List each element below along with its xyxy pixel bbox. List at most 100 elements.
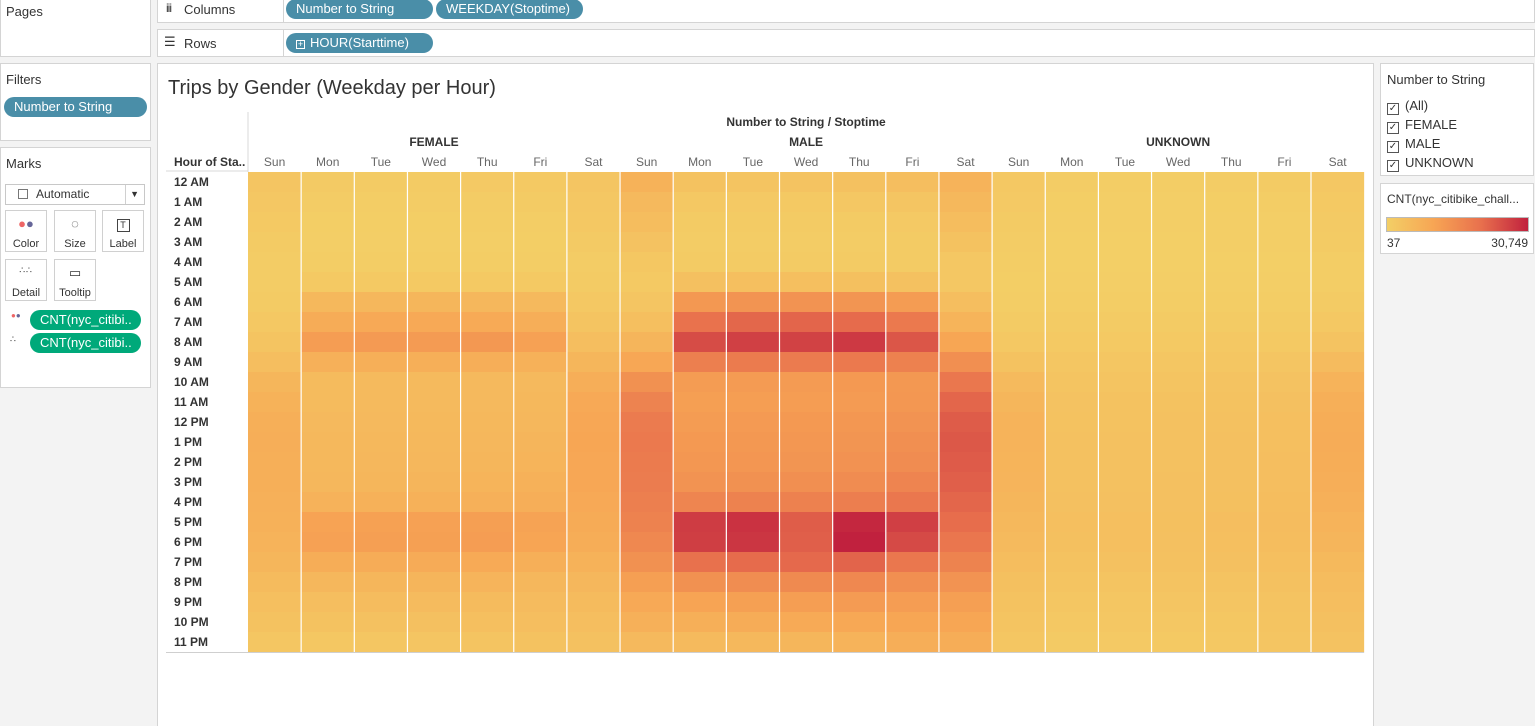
heatmap-cell bbox=[620, 632, 674, 652]
heatmap-cell bbox=[779, 572, 833, 592]
heatmap-cell bbox=[513, 172, 567, 192]
heatmap-cell bbox=[301, 452, 355, 472]
size-button[interactable]: ◌ Size bbox=[54, 210, 96, 252]
checkbox-icon[interactable]: ✓ bbox=[1387, 103, 1399, 115]
heatmap-cell bbox=[1045, 472, 1099, 492]
heatmap-cell bbox=[1098, 572, 1152, 592]
day-header-male-fri: Fri bbox=[905, 155, 919, 169]
heatmap-cell bbox=[248, 192, 302, 212]
heatmap-cell bbox=[513, 532, 567, 552]
heatmap-cell bbox=[938, 372, 993, 392]
heatmap-cell bbox=[1311, 472, 1365, 492]
columns-pill-number-to-string[interactable]: Number to String bbox=[286, 0, 433, 19]
heatmap-cell bbox=[726, 172, 780, 192]
heatmap-cell bbox=[460, 432, 514, 452]
columns-shelf[interactable]: iii Columns Number to String WEEKDAY(Sto… bbox=[157, 0, 1535, 23]
heatmap-cell bbox=[1311, 592, 1365, 612]
heatmap-cell bbox=[354, 492, 408, 512]
heatmap-cell bbox=[301, 292, 355, 312]
heatmap-cell bbox=[248, 172, 302, 192]
heatmap-cell bbox=[832, 492, 886, 512]
heatmap-cell bbox=[301, 332, 355, 352]
label-button[interactable]: T Label bbox=[102, 210, 144, 252]
heatmap-cell bbox=[673, 172, 727, 192]
filter-pill-number-to-string[interactable]: Number to String bbox=[4, 97, 147, 117]
heatmap-cell bbox=[992, 432, 1046, 452]
legend-filter-panel[interactable]: Number to String ✓ (All) ✓ FEMALE ✓ MALE ✓ U… bbox=[1380, 63, 1534, 176]
day-header-male-mon: Mon bbox=[688, 155, 711, 169]
heatmap-cell bbox=[248, 592, 302, 612]
heatmap-cell bbox=[407, 632, 461, 652]
row-header-title: Hour of Sta.. bbox=[174, 155, 245, 169]
rows-pill-hour-starttime[interactable]: + HOUR(Starttime) bbox=[286, 33, 433, 53]
checkbox-all[interactable]: ✓ (All) bbox=[1387, 97, 1428, 115]
heatmap-cell bbox=[779, 532, 833, 552]
heatmap-cell bbox=[301, 312, 355, 332]
heatmap-cell bbox=[1204, 312, 1258, 332]
color-legend-panel[interactable]: CNT(nyc_citibike_chall... 37 30,749 bbox=[1380, 183, 1534, 254]
heatmap-cell bbox=[1045, 552, 1099, 572]
marks-field-color[interactable]: CNT(nyc_citibi.. bbox=[30, 310, 141, 330]
heatmap-cell bbox=[1045, 332, 1099, 352]
heatmap-cell bbox=[992, 192, 1046, 212]
heatmap-cell bbox=[726, 292, 780, 312]
heatmap-cell bbox=[566, 412, 621, 432]
heatmap-cell bbox=[832, 472, 886, 492]
heatmap-cell bbox=[1204, 172, 1258, 192]
mark-type-icon bbox=[18, 189, 28, 199]
mark-type-dropdown[interactable]: Automatic ▼ bbox=[5, 184, 145, 205]
row-label: 5 PM bbox=[174, 515, 202, 529]
color-field-icon: ●● bbox=[11, 311, 21, 320]
heatmap-cell bbox=[1311, 532, 1365, 552]
day-header-male-wed: Wed bbox=[794, 155, 818, 169]
heatmap-cell bbox=[513, 332, 567, 352]
pages-panel[interactable]: Pages bbox=[0, 0, 151, 57]
checkbox-icon[interactable]: ✓ bbox=[1387, 122, 1399, 134]
heatmap-cell bbox=[938, 552, 993, 572]
checkbox-female[interactable]: ✓ FEMALE bbox=[1387, 116, 1457, 134]
heatmap-cell bbox=[354, 292, 408, 312]
heatmap-cell bbox=[1151, 372, 1205, 392]
heatmap-cell bbox=[673, 532, 727, 552]
rows-shelf[interactable]: ☰ Rows + HOUR(Starttime) bbox=[157, 29, 1535, 57]
heatmap-cell bbox=[513, 232, 567, 252]
heatmap-cell bbox=[407, 512, 461, 532]
heatmap-cell bbox=[938, 392, 993, 412]
heatmap-cell bbox=[620, 532, 674, 552]
worksheet-view[interactable]: Trips by Gender (Weekday per Hour) Numbe… bbox=[157, 63, 1374, 726]
heatmap-cell bbox=[513, 272, 567, 292]
detail-button[interactable]: ∴∴ Detail bbox=[5, 259, 47, 301]
heatmap-cell bbox=[301, 592, 355, 612]
heatmap-cell bbox=[460, 272, 514, 292]
filters-panel[interactable]: Filters Number to String bbox=[0, 63, 151, 141]
heatmap-cell bbox=[620, 312, 674, 332]
heatmap-cell bbox=[779, 372, 833, 392]
heatmap-cell bbox=[1151, 292, 1205, 312]
checkbox-unknown[interactable]: ✓ UNKNOWN bbox=[1387, 154, 1474, 172]
heatmap-cell bbox=[354, 232, 408, 252]
checkbox-icon[interactable]: ✓ bbox=[1387, 160, 1399, 172]
heatmap-cell bbox=[301, 252, 355, 272]
marks-panel[interactable]: Marks Automatic ▼ ●● Color ◌ Size T Labe… bbox=[0, 147, 151, 388]
tooltip-icon: ▭ bbox=[68, 265, 82, 280]
checkbox-male[interactable]: ✓ MALE bbox=[1387, 135, 1440, 153]
heatmap-cell bbox=[1151, 392, 1205, 412]
heatmap-cell bbox=[1257, 552, 1311, 572]
heatmap-cell bbox=[1098, 232, 1152, 252]
marks-field-detail[interactable]: CNT(nyc_citibi.. bbox=[30, 333, 141, 353]
expand-icon[interactable]: + bbox=[296, 39, 305, 49]
heatmap-cell bbox=[566, 372, 621, 392]
group-header-male: MALE bbox=[789, 135, 823, 149]
color-button[interactable]: ●● Color bbox=[5, 210, 47, 252]
heatmap-cell bbox=[885, 612, 939, 632]
checkbox-icon[interactable]: ✓ bbox=[1387, 141, 1399, 153]
heatmap-cell bbox=[460, 472, 514, 492]
heatmap-cell bbox=[832, 212, 886, 232]
heatmap-cell bbox=[301, 632, 355, 652]
columns-pill-weekday-stoptime[interactable]: WEEKDAY(Stoptime) bbox=[436, 0, 583, 19]
heatmap-cell bbox=[832, 312, 886, 332]
tooltip-button[interactable]: ▭ Tooltip bbox=[54, 259, 96, 301]
heatmap-cell bbox=[938, 172, 993, 192]
heatmap-cell bbox=[620, 612, 674, 632]
heatmap-cell bbox=[885, 352, 939, 372]
